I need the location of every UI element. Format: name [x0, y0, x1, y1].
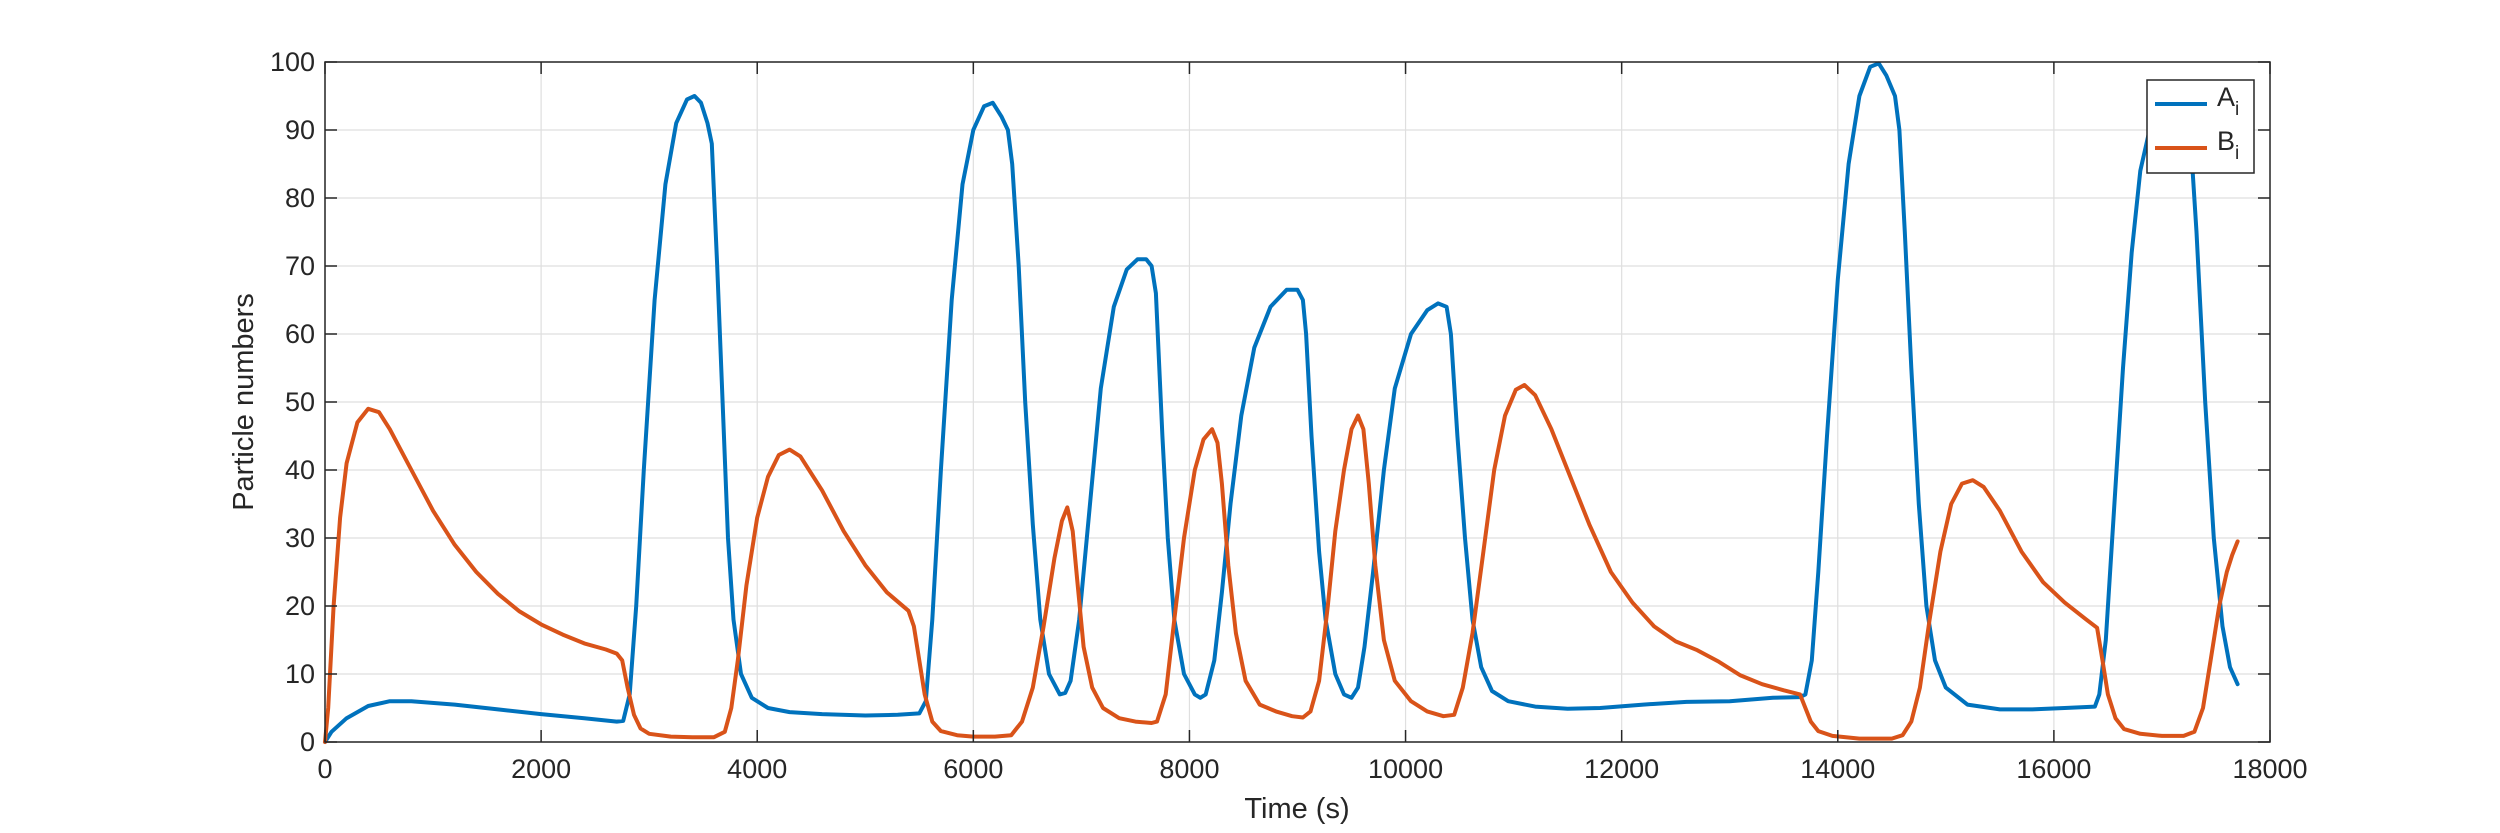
- legend-label-subscript: i: [2235, 99, 2239, 120]
- y-tick-label: 80: [285, 183, 315, 213]
- y-tick-label: 70: [285, 251, 315, 281]
- legend-label-b: Bi: [2217, 126, 2239, 164]
- x-tick-label: 0: [317, 754, 332, 784]
- y-tick-labels: 0 10 20 30 40 50 60 70 80 90 100: [270, 47, 315, 757]
- y-tick-label: 60: [285, 319, 315, 349]
- x-tick-label: 8000: [1159, 754, 1219, 784]
- x-tick-labels: 0 2000 4000 6000 8000 10000 12000 14000 16000 180…: [317, 754, 2307, 784]
- y-tick-label: 50: [285, 387, 315, 417]
- x-tick-label: 18000: [2232, 754, 2307, 784]
- y-tick-label: 100: [270, 47, 315, 77]
- y-tick-label: 10: [285, 659, 315, 689]
- series-line-a: [323, 61, 2240, 744]
- axis-ticks: [324, 61, 2271, 743]
- legend-box: [2146, 79, 2255, 174]
- y-axis-title: Particle numbers: [228, 293, 260, 511]
- x-tick-label: 14000: [1800, 754, 1875, 784]
- y-tick-label: 90: [285, 115, 315, 145]
- x-tick-label: 4000: [727, 754, 787, 784]
- y-tick-label: 20: [285, 591, 315, 621]
- x-tick-label: 12000: [1584, 754, 1659, 784]
- x-tick-label: 10000: [1368, 754, 1443, 784]
- x-axis-title: Time (s): [1244, 793, 1349, 825]
- legend-label-main: A: [2217, 82, 2235, 112]
- y-tick-label: 30: [285, 523, 315, 553]
- series-layer: [323, 61, 2240, 744]
- y-tick-label: 0: [300, 727, 315, 757]
- legend-label-a: Ai: [2217, 82, 2239, 120]
- series-line-b: [323, 383, 2240, 744]
- x-tick-label: 6000: [943, 754, 1003, 784]
- x-tick-label: 2000: [511, 754, 571, 784]
- y-tick-label: 40: [285, 455, 315, 485]
- legend-label-main: B: [2217, 126, 2235, 156]
- legend-label-subscript: i: [2235, 143, 2239, 164]
- x-tick-label: 16000: [2016, 754, 2091, 784]
